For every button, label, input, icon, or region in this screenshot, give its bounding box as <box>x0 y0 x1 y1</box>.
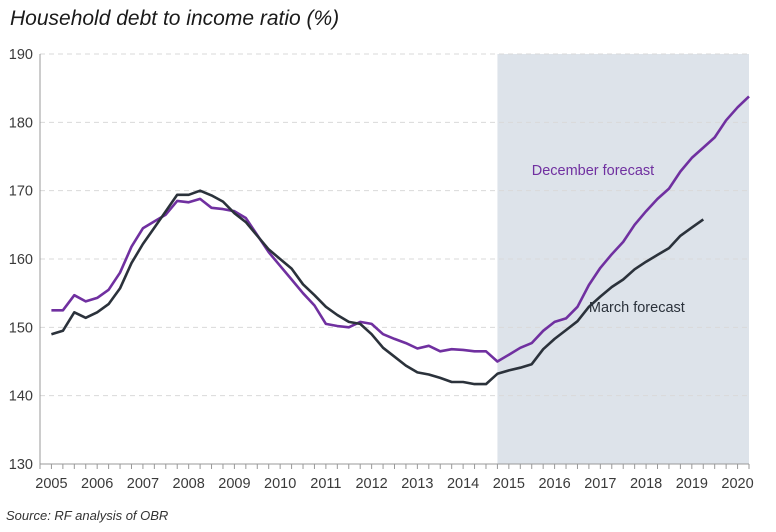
y-tick-label: 130 <box>9 457 33 473</box>
y-tick-label: 170 <box>9 184 33 200</box>
x-tick-label: 2015 <box>493 476 525 492</box>
axes <box>39 54 750 469</box>
series-line-december-forecast <box>51 95 750 363</box>
x-tick-labels: 2005 2006 2007 2008 2009 2010 2011 2012 2013 2014… <box>35 476 753 492</box>
y-tick-label: 190 <box>9 47 33 63</box>
x-tick-label: 2013 <box>401 476 433 492</box>
y-tick-label: 140 <box>9 389 33 405</box>
x-tick-label: 2007 <box>127 476 159 492</box>
y-tick-label: 160 <box>9 252 33 268</box>
x-tick-label: 2017 <box>584 476 616 492</box>
chart-title: Household debt to income ratio (%) <box>10 7 340 30</box>
x-tick-label: 2008 <box>173 476 205 492</box>
gridlines <box>40 53 749 397</box>
x-tick-label: 2018 <box>630 476 662 492</box>
source-note: Source: RF analysis of OBR <box>6 508 169 523</box>
x-tick-label: 2006 <box>81 476 113 492</box>
x-tick-label: 2012 <box>355 476 387 492</box>
x-tick-label: 2019 <box>676 476 708 492</box>
annotation-december-forecast: December forecast <box>532 163 655 179</box>
series-annotations: December forecast March forecast <box>532 163 685 316</box>
y-tick-label: 180 <box>9 115 33 131</box>
y-tick-labels: 130 140 150 160 170 180 190 <box>9 47 33 473</box>
x-tick-label: 2011 <box>310 476 341 492</box>
x-tick-label: 2005 <box>35 476 67 492</box>
x-tick-label: 2014 <box>447 476 479 492</box>
y-tick-label: 150 <box>9 320 33 336</box>
series-line-march-forecast <box>51 189 705 386</box>
annotation-march-forecast: March forecast <box>589 300 685 316</box>
x-tick-label: 2009 <box>218 476 250 492</box>
series-lines <box>51 95 750 386</box>
x-tick-label: 2010 <box>264 476 296 492</box>
x-tick-label: 2020 <box>721 476 753 492</box>
x-tick-label: 2016 <box>538 476 570 492</box>
